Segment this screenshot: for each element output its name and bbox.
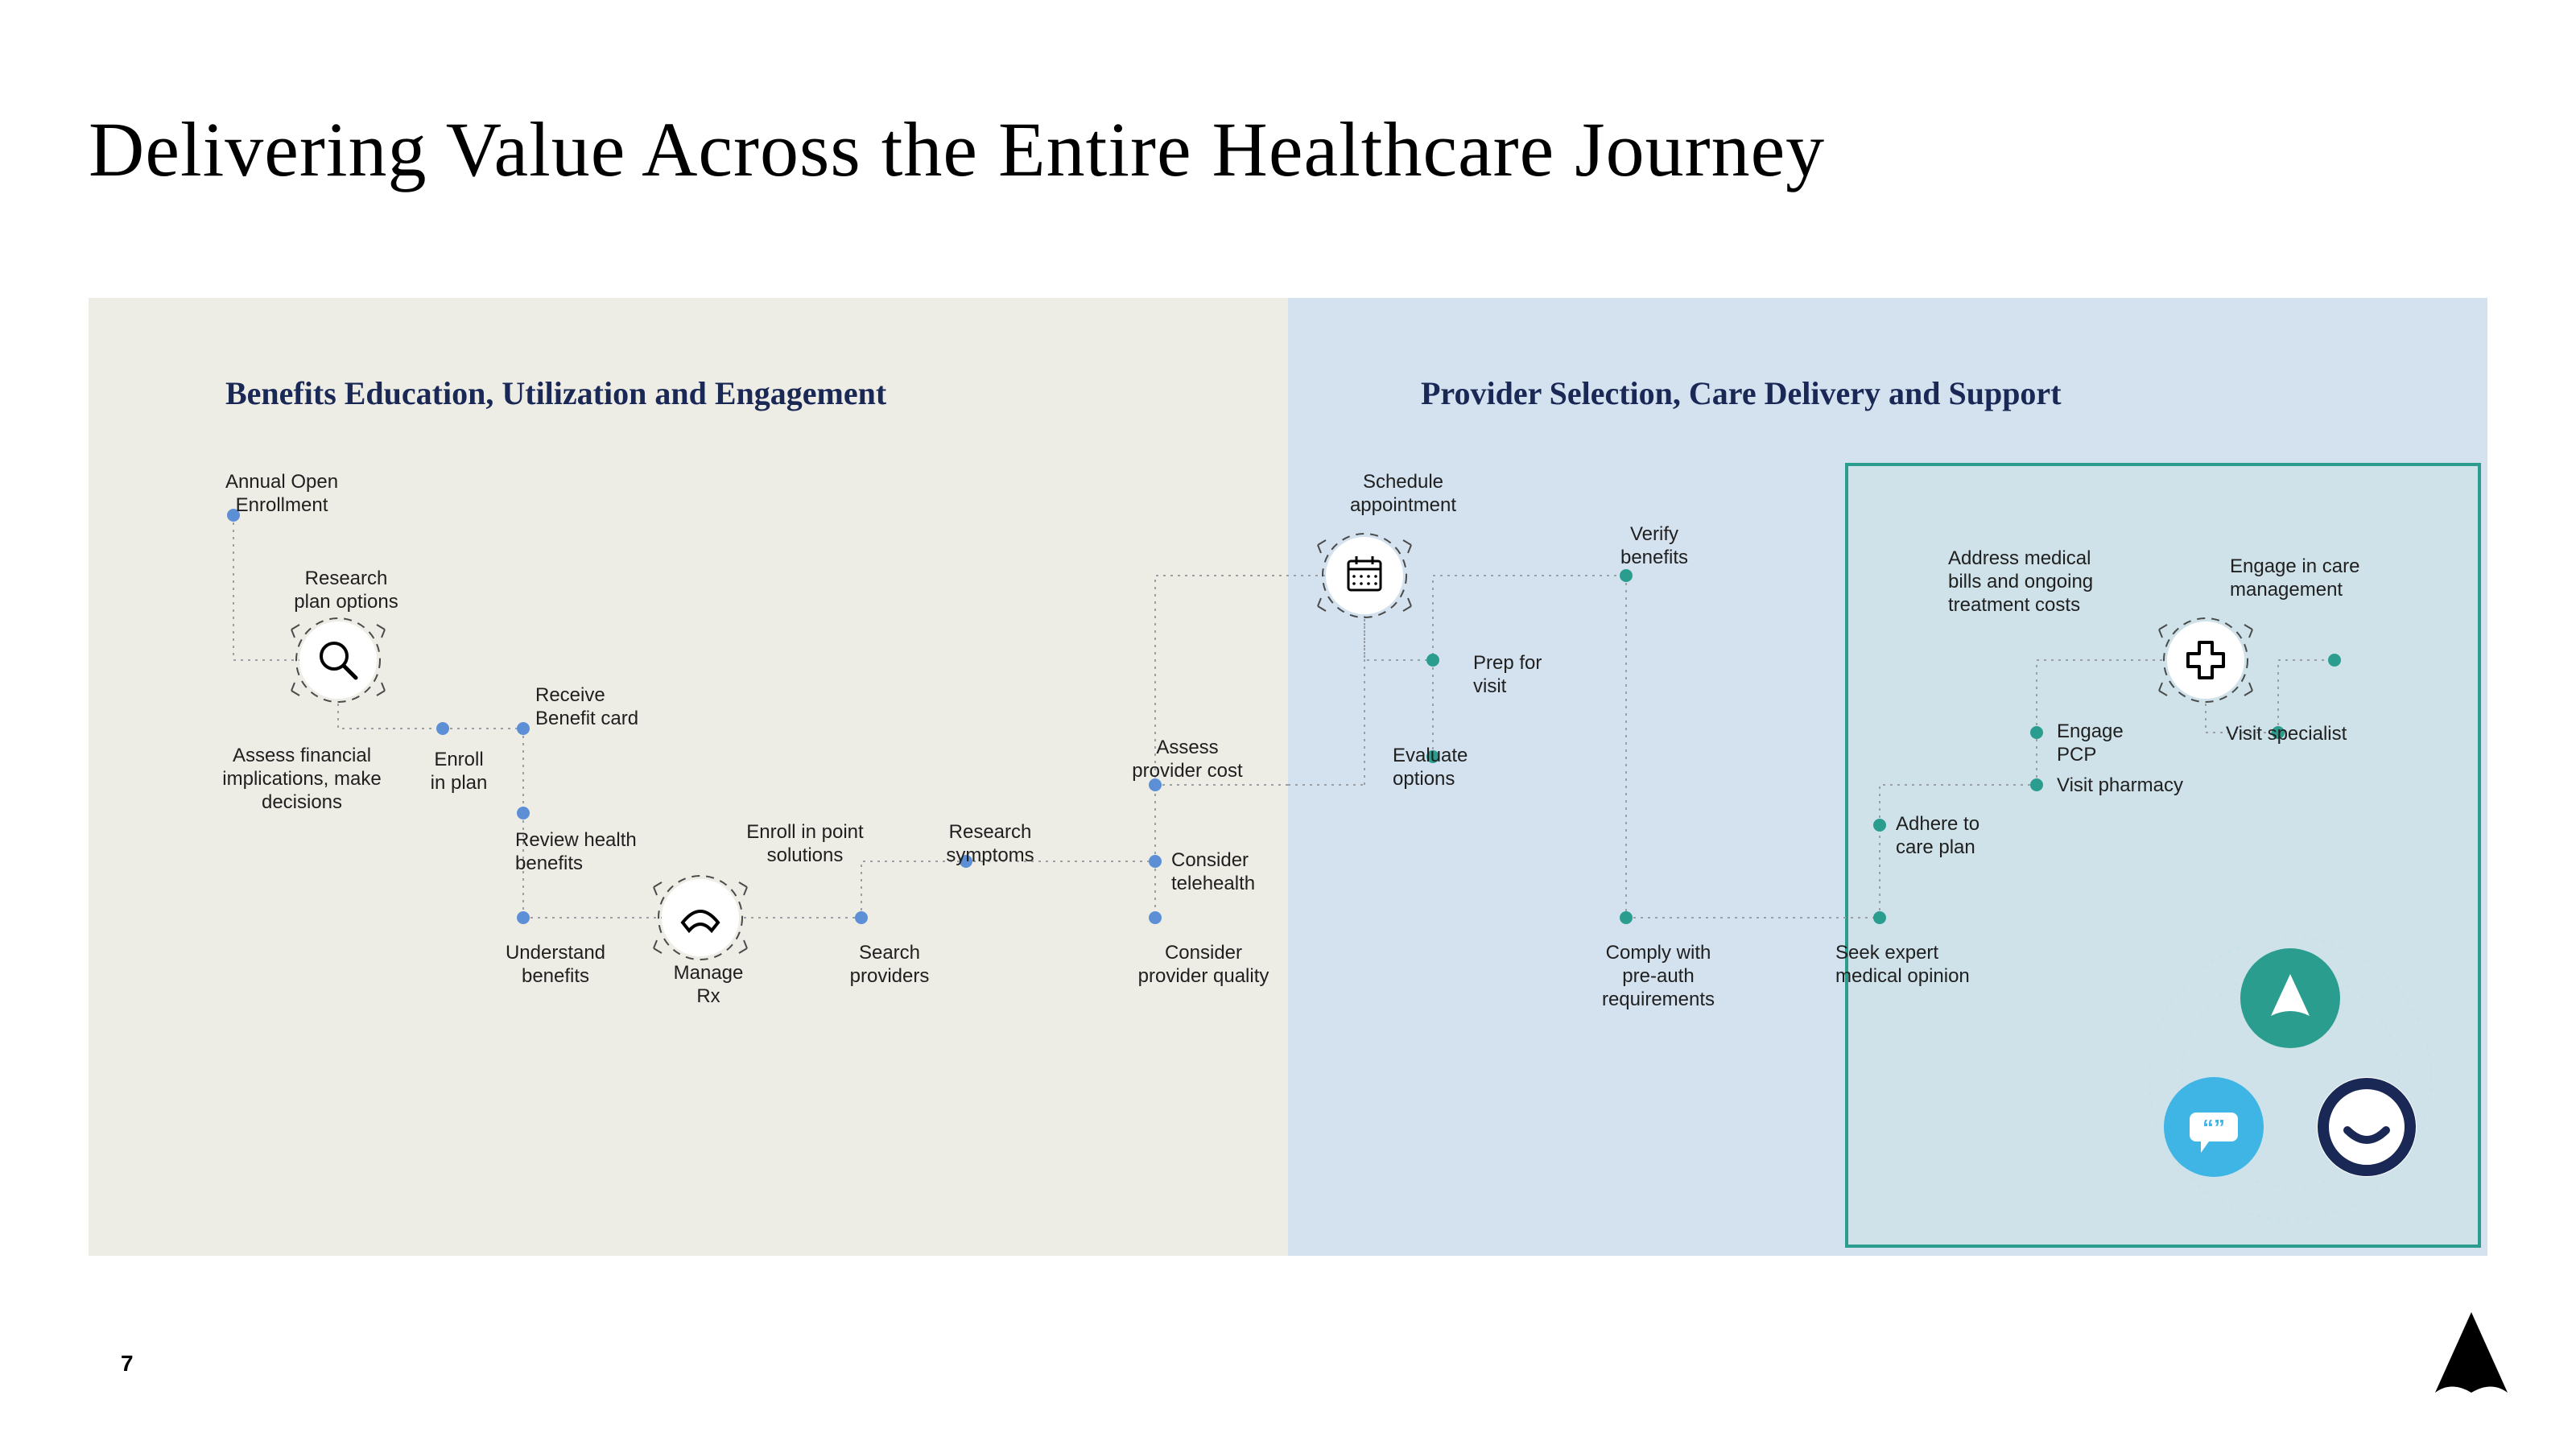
journey-step-label: Research symptoms	[918, 821, 1063, 868]
journey-step-label: Enroll in point solutions	[716, 821, 894, 868]
journey-step-label: Research plan options	[266, 568, 427, 614]
journey-step-label: Understand benefits	[475, 942, 636, 989]
journey-step-label: Evaluate options	[1393, 745, 1530, 791]
journey-step-label: Seek expert medical opinion	[1835, 942, 2029, 989]
journey-step-label: Review health benefits	[515, 829, 692, 876]
journey-step-label: Assess provider cost	[1099, 737, 1276, 783]
journey-step-label: Verify benefits	[1586, 523, 1723, 570]
journey-diagram: Benefits Education, Utilization and Enga…	[89, 298, 2487, 1256]
svg-text:“”: “”	[2202, 1115, 2225, 1140]
journey-step-label: Visit specialist	[2226, 723, 2419, 746]
journey-step-label: Annual Open Enrollment	[201, 471, 362, 518]
journey-step-label: Comply with pre-auth requirements	[1562, 942, 1755, 1011]
journey-step-label: Visit pharmacy	[2057, 774, 2250, 798]
journey-step-label: Prep for visit	[1473, 652, 1602, 699]
journey-step-label: Search providers	[817, 942, 962, 989]
page-number: 7	[121, 1351, 134, 1377]
journey-step-label: Receive Benefit card	[535, 684, 712, 731]
journey-step-label: Address medical bills and ongoing treatm…	[1948, 547, 2165, 617]
journey-step-label: Enroll in plan	[411, 749, 507, 795]
journey-step-label: Manage Rx	[652, 962, 765, 1009]
journey-step-label: Engage PCP	[2057, 720, 2186, 767]
journey-step-label: Adhere to care plan	[1896, 813, 2049, 860]
slide: Delivering Value Across the Entire Healt…	[0, 0, 2576, 1449]
journey-step-label: Assess financial implications, make deci…	[197, 745, 407, 814]
journey-step-label: Schedule appointment	[1319, 471, 1488, 518]
journey-step-label: Consider telehealth	[1171, 849, 1324, 896]
journey-step-label: Engage in care management	[2230, 555, 2439, 602]
journey-step-label: Consider provider quality	[1099, 942, 1308, 989]
accolade-logo-icon	[2415, 1304, 2528, 1417]
slide-title: Delivering Value Across the Entire Healt…	[89, 105, 1825, 194]
